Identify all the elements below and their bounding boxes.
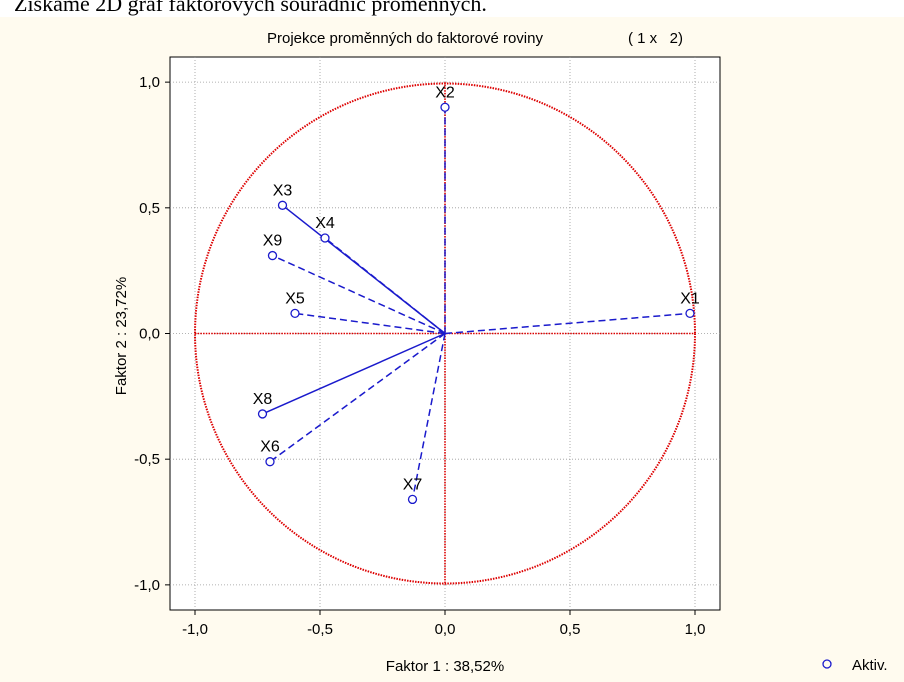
y-tick-label: -0,5: [134, 451, 160, 468]
point-labels: X1 X2 X3 X4 X5 X6 X7 X8 X9: [253, 84, 700, 493]
point-x1: [685, 308, 695, 319]
vector-x7: [411, 333, 446, 500]
x-axis-label: Faktor 1 : 38,52%: [386, 658, 504, 675]
legend-label: Aktiv.: [852, 657, 888, 674]
point-label-x2: X2: [435, 84, 455, 101]
y-tick-label: 0,5: [139, 200, 160, 217]
x-tick-label: 0,5: [560, 621, 581, 638]
legend-marker: [822, 659, 832, 669]
loading-vectors: [262, 107, 691, 500]
document-caption: Získáme 2D graf faktorových souřadnic pr…: [0, 0, 904, 21]
point-markers: [257, 102, 695, 505]
point-label-x3: X3: [273, 182, 293, 199]
vector-x8: [262, 332, 446, 415]
vector-x1: [444, 312, 691, 335]
point-x6: [265, 457, 275, 467]
x-tick-label: -0,5: [307, 621, 333, 638]
unit-circle: [194, 82, 696, 585]
vector-x9: [272, 254, 446, 335]
point-label-x8: X8: [253, 391, 273, 408]
point-label-x7: X7: [403, 476, 423, 493]
point-x5: [290, 308, 300, 319]
chart-title: Projekce proměnných do faktorové roviny: [267, 30, 543, 47]
point-label-x9: X9: [263, 233, 283, 250]
y-tick-label: -1,0: [134, 577, 160, 594]
vector-x6: [269, 332, 446, 463]
point-label-x6: X6: [260, 439, 280, 456]
x-tick-label: -1,0: [182, 621, 208, 638]
y-tick-label: 1,0: [139, 74, 160, 91]
vector-x4: [324, 237, 446, 335]
y-tick-label: 0,0: [139, 326, 160, 343]
point-x4: [320, 233, 330, 243]
point-x2: [440, 102, 450, 112]
point-x7: [407, 494, 418, 505]
point-x8: [257, 409, 268, 419]
vector-x5: [294, 312, 446, 335]
x-axis-ticks: -1,0 -0,5 0,0 0,5 1,0: [182, 610, 705, 638]
x-tick-label: 0,0: [435, 621, 456, 638]
point-label-x5: X5: [285, 290, 305, 307]
y-axis-ticks: 1,0 0,5 0,0 -0,5 -1,0: [134, 74, 170, 594]
x-tick-label: 1,0: [685, 621, 706, 638]
y-axis-label: Faktor 2 : 23,72%: [113, 277, 130, 395]
point-label-x1: X1: [680, 290, 700, 307]
point-x9: [267, 250, 278, 261]
point-label-x4: X4: [315, 215, 335, 232]
chart-title-suffix: ( 1 x 2): [628, 30, 683, 47]
point-x3: [277, 200, 288, 210]
